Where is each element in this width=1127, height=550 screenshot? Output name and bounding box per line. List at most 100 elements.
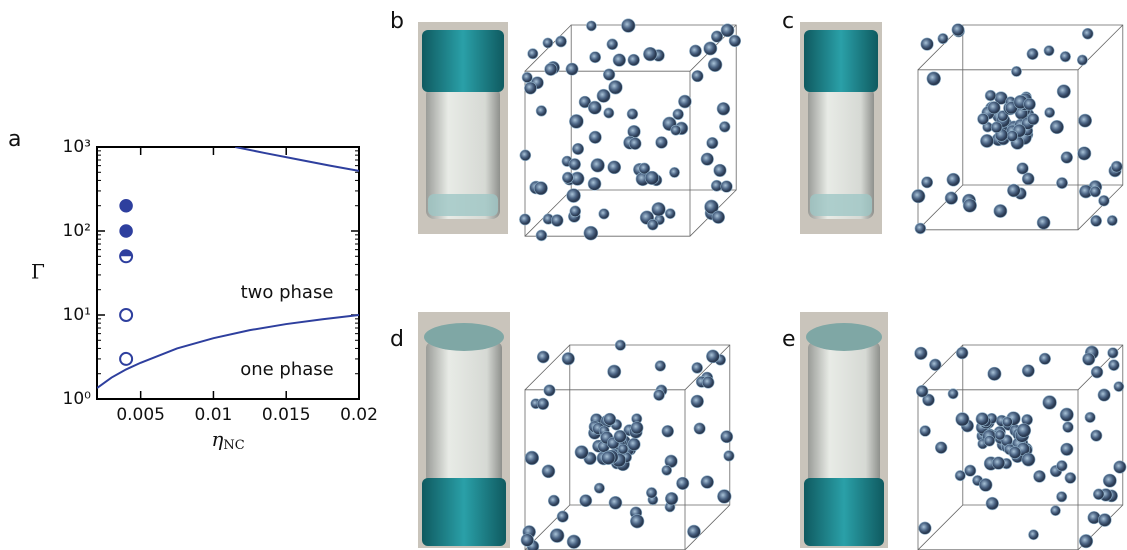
nanocrystal [1060,408,1073,421]
nanocrystal [1077,55,1087,65]
nanocrystal [1057,85,1070,98]
nanocrystal [572,143,583,154]
nanocrystal [1091,366,1103,378]
nanocrystal [1022,365,1034,377]
nanocrystal [1082,28,1093,39]
nanocrystal [1065,472,1076,483]
nanocrystal [915,347,928,360]
nanocrystal [588,101,601,114]
cap [422,478,506,546]
x-tick-label: 0.005 [116,405,165,425]
nanocrystal [557,511,568,522]
nanocrystal [963,199,976,212]
vial-glass [808,342,880,483]
nanocrystal [548,495,559,506]
nanocrystal [1057,460,1068,471]
nanocrystal [570,206,581,217]
nanocrystal [551,214,563,226]
nanocrystal [1022,453,1035,466]
nanocrystal [979,478,992,491]
nanocrystal [929,359,941,371]
nanocrystal [694,423,705,434]
nanocrystal [692,70,703,81]
point [120,200,132,212]
nanocrystal [1043,396,1057,410]
nanocrystal [654,390,665,401]
nanocrystal [544,385,555,396]
nanocrystal [537,398,549,410]
nanocrystal [656,136,668,148]
nanocrystal [665,492,678,505]
nanocrystal [580,495,592,507]
nanocrystal [671,125,681,135]
nanocrystal [609,80,623,94]
simulation-box [912,24,1123,234]
boundary-line [235,147,359,171]
nanocrystal [1027,48,1038,59]
nanocrystal [935,442,947,454]
x-axis-subscript: NC [223,438,244,453]
nanocrystal [1091,430,1102,441]
nanocrystal [1045,107,1055,117]
nanocrystal [1027,113,1039,125]
nanocrystal [1079,114,1092,127]
nanocrystal [669,167,679,177]
panel-label: b [390,9,404,34]
nanocrystal [655,361,666,372]
x-tick-label: 0.01 [195,405,233,425]
nanocrystal [607,39,618,50]
nanocrystal [1098,514,1111,527]
nanocrystal [1039,353,1050,364]
nanocrystal [986,497,999,510]
nanocrystal [1078,147,1091,160]
nanocrystal [528,49,538,59]
nanocrystal [916,385,928,397]
nanocrystal [1061,443,1074,456]
nanocrystal [522,72,532,82]
y-tick-label: 10² [63,221,91,241]
nanocrystal [992,457,1005,470]
nanocrystal [567,189,581,203]
nanocrystal [714,164,727,177]
nanocrystal [921,177,932,188]
panel-label: e [782,327,796,352]
nanocrystal [594,483,604,493]
nanocrystal [1050,120,1063,133]
nanocrystal [562,352,575,365]
nanocrystal [1091,215,1102,226]
nanocrystal [629,138,641,150]
nanocrystal [1107,215,1117,225]
nanocrystal [1093,489,1104,500]
nanocrystal [1009,447,1021,459]
nanocrystal [676,477,689,490]
nanocrystal [952,24,964,36]
nanocrystal [569,158,581,170]
nanocrystal [604,413,616,425]
nanocrystal [678,95,691,108]
nanocrystal [991,122,1002,133]
cap [422,30,504,92]
nanocrystal [1002,417,1012,427]
nanocrystal [646,487,657,498]
vial-glass [426,342,502,483]
nanocrystal [1056,177,1067,188]
nanocrystal [721,431,733,443]
nanocrystal [984,436,995,447]
nanocrystal [721,24,734,37]
nanocrystal [627,109,638,120]
nanocrystal [691,395,704,408]
liquid [810,194,872,216]
nanocrystal [590,52,601,63]
nanocrystal [1108,348,1119,359]
nanocrystal [938,33,948,43]
nanocrystal [948,389,958,399]
nanocrystal [724,451,735,462]
nanocrystal [555,36,566,47]
point [120,225,132,237]
nanocrystal [1011,66,1021,76]
nanocrystal [927,72,941,86]
nanocrystal [965,465,976,476]
y-tick-label: 10¹ [63,305,91,325]
annotation: two phase [241,282,334,303]
nanocrystal [569,114,583,128]
